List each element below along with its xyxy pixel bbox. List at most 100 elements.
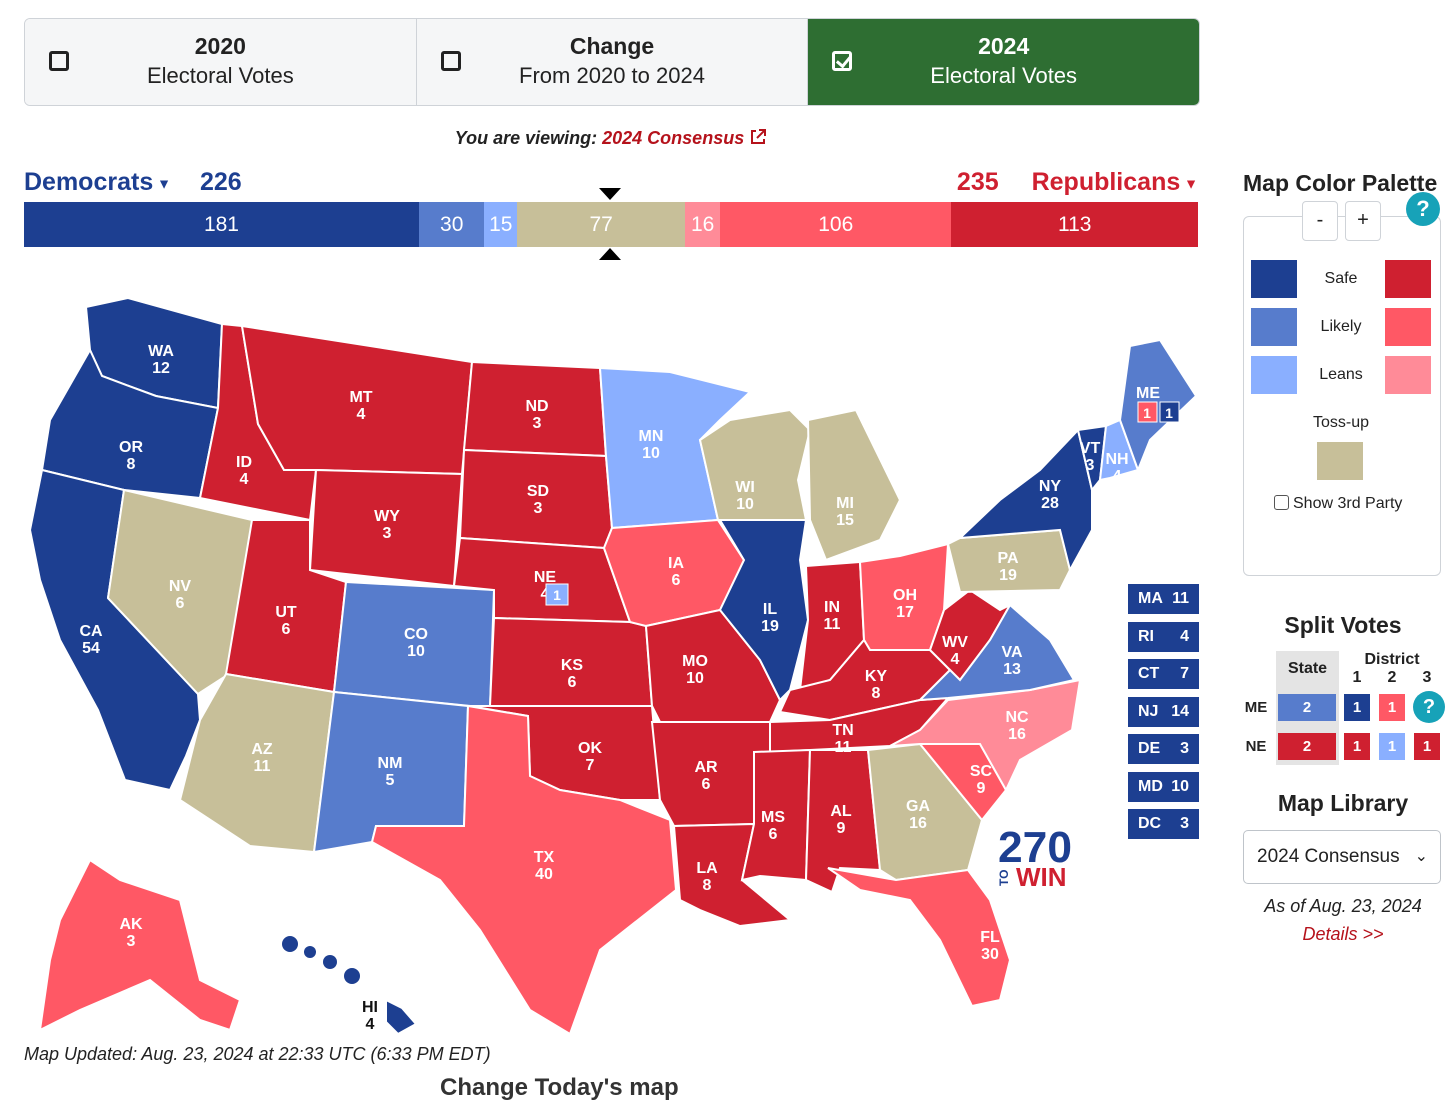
split-district-cell-ne-3[interactable]: 1 <box>1414 733 1440 760</box>
state-me[interactable] <box>1118 338 1198 473</box>
state-ev-al: 9 <box>837 820 846 837</box>
state-hi[interactable] <box>385 998 418 1036</box>
swatch-safe-rep[interactable] <box>1385 260 1431 298</box>
zoom-in-button[interactable]: + <box>1345 201 1381 241</box>
small-state-de[interactable]: DE 3 <box>1128 734 1199 764</box>
split-district-cell-me-1[interactable]: 1 <box>1344 694 1370 721</box>
small-state-abbr: CT <box>1138 665 1160 682</box>
democrats-total: 226 <box>199 168 242 196</box>
state-fl[interactable] <box>827 867 1012 1008</box>
third-party-label: Show 3rd Party <box>1293 495 1403 512</box>
small-state-ma[interactable]: MA 11 <box>1128 584 1199 614</box>
democrats-header[interactable]: Democrats ▼ 226 <box>24 168 242 197</box>
state-abbr-nh: NH <box>1105 451 1128 468</box>
state-il[interactable] <box>718 519 810 702</box>
small-state-ri[interactable]: RI 4 <box>1128 622 1199 652</box>
state-mi[interactable] <box>806 408 902 562</box>
bar-likely-dem[interactable]: 30 <box>418 202 485 247</box>
electoral-vote-bar: 181 30 15 77 16 106 113 <box>24 202 1198 247</box>
270towin-logo: 270 TO WIN <box>997 823 1072 892</box>
state-abbr-nd: ND <box>525 398 548 415</box>
state-ev-ky: 8 <box>872 685 881 702</box>
hawaii-island[interactable] <box>344 968 360 984</box>
swatch-likely-rep[interactable] <box>1385 308 1431 346</box>
state-nc[interactable] <box>889 678 1082 793</box>
split-district-cell-me-2[interactable]: 1 <box>1379 694 1405 721</box>
state-tx[interactable] <box>370 704 678 1036</box>
small-state-abbr: NJ <box>1138 703 1159 720</box>
small-state-dc[interactable]: DC 3 <box>1128 809 1199 839</box>
state-ev-az: 11 <box>254 758 271 775</box>
split-state-cell-me[interactable]: 2 <box>1278 694 1336 721</box>
zoom-out-button[interactable]: - <box>1302 201 1338 241</box>
small-state-ct[interactable]: CT 7 <box>1128 659 1199 689</box>
me-district-1-box[interactable] <box>1137 401 1158 423</box>
bar-tossup[interactable]: 77 <box>517 202 686 247</box>
bar-safe-rep[interactable]: 113 <box>951 202 1198 247</box>
toggle-title: Change <box>569 33 655 59</box>
swatch-leans-dem[interactable] <box>1251 356 1297 394</box>
map-library-select[interactable]: 2024 Consensus ⌄ <box>1243 830 1441 884</box>
split-state-cell-ne[interactable]: 2 <box>1278 733 1336 760</box>
state-abbr-ak: AK <box>119 916 143 933</box>
me-district-2-box[interactable] <box>1159 401 1180 423</box>
swatch-safe-dem[interactable] <box>1251 260 1297 298</box>
small-state-ev: 3 <box>1180 740 1189 757</box>
checkbox-2020[interactable] <box>49 51 69 71</box>
toggle-change-2020-2024[interactable]: Change From 2020 to 2024 <box>416 19 809 105</box>
check-icon <box>836 52 852 69</box>
map-as-of: As of Aug. 23, 2024 <box>1264 896 1422 916</box>
swatch-leans-rep[interactable] <box>1385 356 1431 394</box>
democrats-label[interactable]: Democrats <box>24 168 154 196</box>
split-district-header: District <box>1364 651 1420 668</box>
hawaii-island[interactable] <box>282 936 298 952</box>
checkbox-2024-checked[interactable] <box>832 51 853 71</box>
state-ev-fl: 30 <box>981 946 999 963</box>
split-district-cell-ne-1[interactable]: 1 <box>1344 733 1370 760</box>
viewing-line: You are viewing: 2024 Consensus <box>0 128 1222 149</box>
us-electoral-map: WA12OR8CA54ID4NV6MT4WY3UT6AZ11CO10NM5ND3… <box>28 296 1198 1036</box>
split-district-cell-ne-2[interactable]: 1 <box>1379 733 1405 760</box>
swatch-tossup[interactable] <box>1317 442 1363 480</box>
ne-district-box[interactable] <box>545 583 569 606</box>
state-abbr-nc: NC <box>1005 709 1029 726</box>
toggle-2020-electoral-votes[interactable]: 2020 Electoral Votes <box>25 19 417 105</box>
state-ev-ok: 7 <box>586 757 595 774</box>
small-state-md[interactable]: MD 10 <box>1128 772 1199 802</box>
state-abbr-ne: NE <box>534 569 557 586</box>
small-state-abbr: MD <box>1138 778 1163 795</box>
small-state-ev: 7 <box>1180 665 1189 682</box>
state-abbr-sc: SC <box>970 763 993 780</box>
small-state-nj[interactable]: NJ 14 <box>1128 697 1199 727</box>
palette-title: Map Color Palette <box>1243 170 1438 196</box>
palette-help-icon[interactable]: ? <box>1406 192 1440 226</box>
viewing-map-link[interactable]: 2024 Consensus <box>602 128 767 148</box>
bar-likely-rep[interactable]: 106 <box>720 202 952 247</box>
swatch-likely-dem[interactable] <box>1251 308 1297 346</box>
state-abbr-ia: IA <box>668 555 684 572</box>
hawaii-island[interactable] <box>304 946 316 958</box>
state-ev-sd: 3 <box>534 500 543 517</box>
split-help-icon[interactable]: ? <box>1413 691 1445 723</box>
hawaii-island[interactable] <box>323 955 337 969</box>
palette-label-likely: Likely <box>1320 318 1362 335</box>
bar-leans-rep[interactable]: 16 <box>685 202 721 247</box>
state-nh[interactable] <box>1098 418 1140 482</box>
viewing-prefix: You are viewing: <box>454 128 598 148</box>
state-nv[interactable] <box>106 488 254 696</box>
republicans-label[interactable]: Republicans <box>1031 168 1181 196</box>
bar-leans-dem[interactable]: 15 <box>484 202 518 247</box>
bar-safe-dem[interactable]: 181 <box>24 202 419 247</box>
republicans-header[interactable]: 235 Republicans ▼ <box>957 168 1198 197</box>
state-abbr-ks: KS <box>561 657 584 674</box>
checkbox-change[interactable] <box>440 51 461 71</box>
state-ev-tx: 40 <box>535 866 553 883</box>
show-3rd-party[interactable]: Show 3rd Party <box>1274 495 1402 513</box>
state-ev-vt: 3 <box>1086 457 1095 474</box>
details-link[interactable]: Details >> <box>1302 924 1384 944</box>
state-ev-ut: 6 <box>282 621 291 638</box>
state-ak[interactable] <box>38 858 242 1032</box>
state-va[interactable] <box>917 603 1076 702</box>
third-party-checkbox[interactable] <box>1274 495 1289 510</box>
toggle-2024-electoral-votes[interactable]: 2024 Electoral Votes <box>808 19 1199 105</box>
